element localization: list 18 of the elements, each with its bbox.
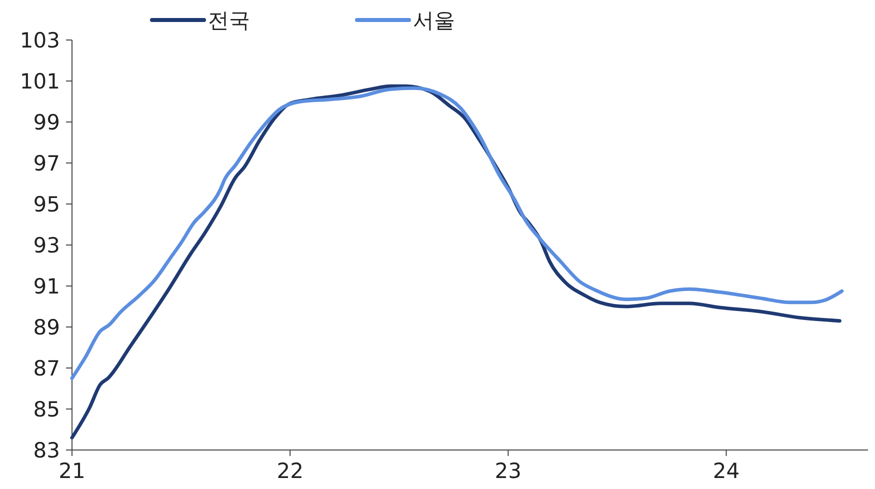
line-series [70,86,844,380]
y-tick-label: 97 [33,151,60,176]
y-tick-label: 83 [33,438,60,462]
legend-label: 서울 [413,8,455,32]
y-tick-label: 99 [33,110,60,134]
y-tick-label: 101 [20,69,60,94]
y-tick-label: 89 [33,315,60,340]
x-tick-label: 22 [276,459,304,483]
y-tick-label: 93 [33,233,60,258]
x-tick-label: 23 [494,459,522,483]
x-tick-label: 21 [58,459,86,483]
x-tick-label: 24 [712,459,740,483]
y-tick-label: 87 [33,356,60,380]
y-tick-label: 103 [20,28,60,52]
y-tick-label: 85 [33,397,60,422]
y-tick-label: 91 [33,274,60,298]
y-tick-label: 95 [33,192,60,216]
legend-label: 전국 [208,8,250,32]
